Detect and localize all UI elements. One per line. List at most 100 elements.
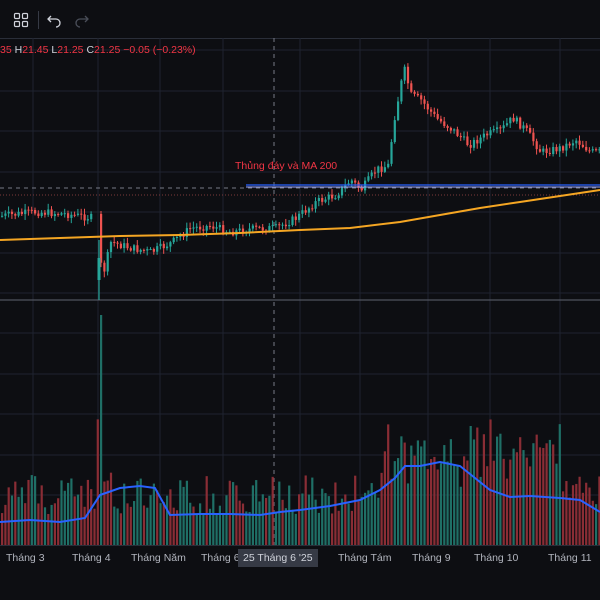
volume-ma-line — [0, 460, 600, 524]
volume-bar — [185, 480, 188, 545]
candle-body — [426, 103, 429, 110]
volume-bar — [106, 480, 109, 545]
candle-body — [568, 143, 571, 146]
candle-body — [459, 135, 462, 138]
candle-body — [162, 243, 165, 249]
volume-bar — [255, 480, 258, 545]
volume-bar — [571, 485, 575, 545]
volume-bar — [27, 479, 30, 545]
candle-body — [86, 219, 89, 221]
candle-body — [334, 198, 337, 200]
candle-body — [136, 245, 139, 252]
candle-body — [149, 248, 152, 250]
candle-body — [126, 243, 129, 249]
candle-body — [558, 146, 561, 152]
volume-bar — [390, 478, 393, 545]
candle-body — [324, 199, 327, 202]
candle-body — [463, 136, 466, 138]
volume-bar — [416, 440, 419, 545]
candle-body — [436, 114, 439, 119]
candle-body — [502, 125, 505, 129]
layout-grid-button[interactable] — [10, 9, 32, 31]
candle-body — [552, 146, 555, 154]
volume-bar — [519, 437, 522, 545]
volume-bar — [370, 483, 373, 545]
candle-body — [67, 213, 70, 218]
candle-body — [367, 176, 370, 181]
volume-bar — [156, 490, 159, 545]
redo-button[interactable] — [71, 9, 93, 31]
candle-body — [535, 141, 538, 150]
candle-body — [317, 198, 320, 202]
volume-bar — [4, 504, 7, 545]
volume-bar — [189, 502, 192, 545]
candle-body — [538, 149, 542, 152]
candle-body — [327, 194, 330, 200]
volume-bar — [486, 466, 489, 545]
volume-bar — [433, 456, 436, 545]
volume-bar — [284, 508, 287, 545]
volume-bar — [505, 478, 509, 545]
candle-body — [73, 214, 76, 216]
volume-bar — [562, 491, 565, 545]
candle-body — [446, 126, 449, 128]
candle-body — [241, 228, 245, 234]
volume-bar — [575, 483, 578, 545]
candle-body — [413, 91, 416, 94]
volume-bar — [403, 442, 406, 545]
candle-body — [284, 224, 287, 227]
price-chart[interactable] — [0, 38, 600, 545]
candle-body — [37, 213, 40, 217]
chart-annotation[interactable]: Thủng đáy và MA 200 — [235, 160, 338, 172]
candle-body — [238, 228, 241, 231]
candle-body — [575, 140, 578, 144]
volume-bar — [222, 514, 225, 545]
volume-bar — [172, 507, 175, 545]
candle-body — [195, 226, 198, 228]
volume-bar — [80, 485, 83, 545]
candle-body — [350, 180, 353, 184]
volume-bar — [340, 498, 344, 545]
volume-bar — [93, 508, 96, 545]
candle-body — [159, 243, 162, 247]
volume-bar — [532, 443, 535, 545]
volume-bar — [37, 503, 40, 545]
candle-body — [199, 226, 202, 230]
candle-body — [393, 120, 396, 143]
x-axis-label: Tháng 6 — [201, 552, 240, 564]
candle-body — [466, 136, 469, 146]
volume-bar — [397, 458, 400, 545]
candle-body — [377, 166, 380, 173]
volume-bar — [116, 508, 119, 545]
volume-bar — [142, 505, 146, 545]
candle-body — [403, 66, 406, 81]
volume-bar — [585, 482, 588, 545]
volume-bar — [591, 500, 594, 545]
candle-body — [390, 142, 393, 164]
candle-body — [344, 184, 347, 188]
candle-body — [406, 66, 410, 84]
volume-bar — [1, 513, 4, 545]
candle-body — [139, 249, 142, 252]
candle-body — [489, 130, 492, 136]
volume-bar — [364, 492, 367, 545]
open-value: 35 — [0, 44, 12, 56]
candle-body — [433, 111, 436, 115]
candle-body — [27, 209, 30, 211]
crosshair-date-label: 25 Tháng 6 '25 — [238, 549, 318, 567]
volume-bar — [202, 513, 205, 545]
grid-icon — [13, 12, 29, 28]
candle-body — [106, 252, 109, 272]
candle-body — [57, 214, 60, 216]
low-value: 21.25 — [57, 44, 84, 56]
chart-toolbar — [0, 0, 600, 39]
candle-body — [109, 241, 113, 253]
candle-body — [439, 118, 443, 122]
candle-body — [373, 172, 377, 174]
candle-body — [423, 99, 426, 104]
volume-bar — [535, 434, 538, 545]
candle-body — [1, 215, 4, 217]
candle-body — [585, 146, 588, 151]
undo-button[interactable] — [43, 9, 65, 31]
candle-body — [479, 137, 482, 144]
